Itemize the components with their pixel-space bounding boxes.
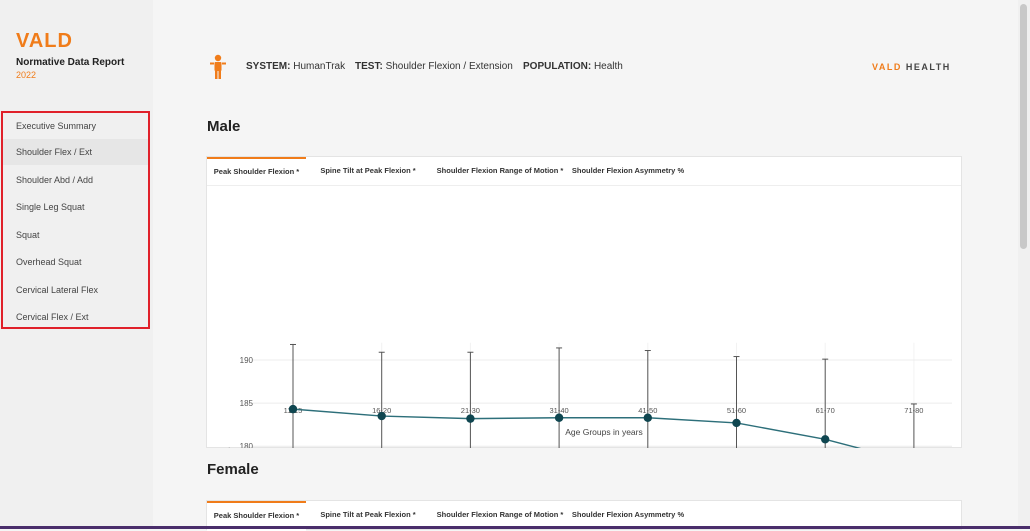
report-year: 2022 xyxy=(16,70,37,80)
vald-health-brand: VALD HEALTH xyxy=(872,62,951,72)
female-chart-card: Peak Shoulder Flexion * Spine Tilt at Pe… xyxy=(206,500,962,531)
data-point xyxy=(288,404,298,414)
report-title: Normative Data Report xyxy=(16,57,125,68)
scrollbar-thumb[interactable] xyxy=(1020,4,1027,249)
tab-shoulder-flexion-asymmetry-female[interactable]: Shoulder Flexion Asymmetry % xyxy=(571,510,685,519)
tab-spine-tilt[interactable]: Spine Tilt at Peak Flexion * xyxy=(320,166,416,175)
sidebar-item-squat[interactable]: Squat xyxy=(16,230,40,240)
person-icon xyxy=(210,54,226,79)
male-chart-card: Peak Shoulder Flexion * Spine Tilt at Pe… xyxy=(206,156,962,448)
tab-shoulder-flexion-rom[interactable]: Shoulder Flexion Range of Motion * xyxy=(436,166,564,175)
y-tick-label: 185 xyxy=(240,399,254,408)
y-tick-label: 180 xyxy=(240,442,254,448)
population-label: POPULATION: xyxy=(523,61,592,72)
data-point xyxy=(732,418,741,428)
sidebar-item-executive-summary[interactable]: Executive Summary xyxy=(16,121,97,131)
system-value: HumanTrak xyxy=(293,61,346,72)
peak-shoulder-flexion-chart: 17518018519011-1516-2021-3031-4041-5051-… xyxy=(226,342,952,448)
sidebar-item-cervical-lateral-flex[interactable]: Cervical Lateral Flex xyxy=(16,285,99,295)
sidebar: VALD Normative Data Report 2022 Executiv… xyxy=(0,0,153,529)
section-title-male: Male xyxy=(207,118,241,135)
population-value: Health xyxy=(593,61,623,72)
brand-health: HEALTH xyxy=(905,62,951,72)
section-title-female: Female xyxy=(207,461,259,478)
sidebar-item-shoulder-flex-ext[interactable]: Shoulder Flex / Ext xyxy=(3,139,148,165)
page-scrollbar[interactable] xyxy=(1018,0,1030,529)
test-value: Shoulder Flexion / Extension xyxy=(385,61,513,72)
system-label: SYSTEM: xyxy=(246,61,291,72)
y-tick-label: 190 xyxy=(240,356,254,365)
sidebar-item-shoulder-abd-add[interactable]: Shoulder Abd / Add xyxy=(16,175,94,185)
window-bottom-edge xyxy=(0,526,1030,529)
system-info: SYSTEM: HumanTrak xyxy=(246,61,345,72)
y-axis-label: Angle ° xyxy=(226,447,236,448)
x-axis-label: Age Groups in years xyxy=(565,427,642,437)
brand-vald: VALD xyxy=(872,62,902,72)
sidebar-item-cervical-flex-ext[interactable]: Cervical Flex / Ext xyxy=(16,312,89,322)
data-point xyxy=(377,411,386,421)
tab-shoulder-flexion-rom-female[interactable]: Shoulder Flexion Range of Motion * xyxy=(436,510,564,519)
tab-spine-tilt-female[interactable]: Spine Tilt at Peak Flexion * xyxy=(320,510,416,519)
data-point xyxy=(821,435,830,444)
test-label: TEST: xyxy=(355,61,383,72)
data-point xyxy=(554,413,564,422)
data-point xyxy=(466,414,475,423)
tab-divider xyxy=(207,185,961,186)
sidebar-item-overhead-squat[interactable]: Overhead Squat xyxy=(16,257,82,267)
tab-shoulder-flexion-asymmetry[interactable]: Shoulder Flexion Asymmetry % xyxy=(571,166,685,175)
series-line xyxy=(292,408,862,448)
sidebar-item-single-leg-squat[interactable]: Single Leg Squat xyxy=(16,202,85,212)
data-point xyxy=(643,413,652,422)
sidebar-nav: Executive Summary Shoulder Flex / Ext Sh… xyxy=(1,111,150,329)
test-info: TEST: Shoulder Flexion / Extension xyxy=(355,61,513,72)
population-info: POPULATION: Health xyxy=(523,61,623,72)
vald-logo[interactable]: VALD xyxy=(16,30,73,52)
tab-peak-shoulder-flexion[interactable]: Peak Shoulder Flexion * xyxy=(207,157,306,187)
